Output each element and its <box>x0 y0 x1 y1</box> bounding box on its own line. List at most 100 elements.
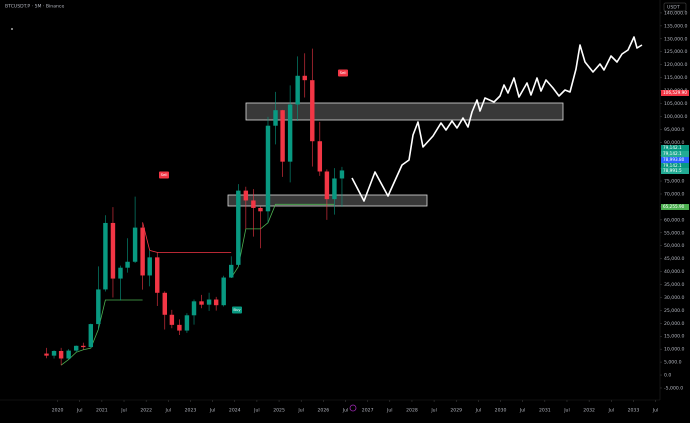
supertrend-line <box>230 203 335 279</box>
candle-body <box>103 222 108 290</box>
candle-body <box>132 227 138 262</box>
price-label-box <box>661 145 689 151</box>
candle-body <box>243 190 249 201</box>
signal-label: Sell <box>340 70 347 75</box>
price-label-box <box>661 151 689 157</box>
x-tick-label: Jul <box>652 408 659 414</box>
signal-badge <box>159 171 169 179</box>
x-tick-label: Jul <box>342 408 349 414</box>
candle-body <box>317 141 323 172</box>
x-tick-label: 2020 <box>52 408 64 414</box>
candle-body <box>110 222 116 279</box>
candle-body <box>81 345 86 348</box>
y-tick-label: 120,000.0 <box>664 62 687 68</box>
x-tick-label: 2030 <box>495 408 507 414</box>
x-tick-label: 2021 <box>96 408 108 414</box>
candle-body <box>199 301 204 305</box>
candle-body <box>258 207 263 212</box>
event-icon[interactable] <box>349 404 357 412</box>
y-tick-label: 115,000.0 <box>664 75 687 81</box>
resistance-zone <box>245 102 564 121</box>
x-tick-label: Jul <box>209 408 216 414</box>
x-tick-label: 2022 <box>140 408 152 414</box>
y-tick-label: 35,000.0 <box>664 282 685 288</box>
x-tick-label: Jul <box>76 408 83 414</box>
currency-box[interactable] <box>663 2 687 12</box>
y-tick-label: 95,000.0 <box>664 127 685 133</box>
x-tick-label: 2023 <box>185 408 197 414</box>
projection-path <box>351 36 643 202</box>
currency-label[interactable]: USDT <box>667 5 680 11</box>
candle-body <box>58 350 64 359</box>
candle-body <box>118 267 123 279</box>
y-tick-label: 60,000.0 <box>664 217 685 223</box>
y-tick-label: 140,000.0 <box>664 10 687 16</box>
y-tick-label: 70,000.0 <box>664 191 685 197</box>
candle-body <box>280 110 285 162</box>
candle-body <box>265 125 271 212</box>
candle-body <box>302 75 307 81</box>
price-label: 78,991.5 <box>663 168 682 173</box>
candle-body <box>324 171 330 200</box>
x-tick-label: 2031 <box>539 408 551 414</box>
candle-body <box>339 170 345 179</box>
y-tick-label: 25,000.0 <box>664 308 685 314</box>
price-label-box <box>661 163 689 169</box>
candle-body <box>191 301 197 316</box>
candle-body <box>221 277 226 306</box>
x-tick-label: Jul <box>430 408 437 414</box>
candle-body <box>125 261 130 268</box>
supertrend-line <box>142 222 232 253</box>
x-tick-label: 2025 <box>273 408 285 414</box>
y-tick-label: 10,000.0 <box>664 347 685 353</box>
candle-body <box>177 324 182 331</box>
price-label: 106,529.90 <box>663 90 687 95</box>
signal-label: Sell <box>161 172 168 177</box>
candle-body <box>332 178 337 200</box>
candle-body <box>140 227 145 276</box>
price-label-box <box>661 204 689 210</box>
y-tick-label: 105,000.0 <box>664 101 687 107</box>
x-tick-label: 2033 <box>628 408 640 414</box>
candle-body <box>44 353 49 356</box>
y-tick-label: -5,000.0 <box>664 385 683 391</box>
price-label: 79,142.1 <box>663 145 682 150</box>
y-tick-label: 130,000.0 <box>664 36 687 42</box>
price-label: 65,255.90 <box>663 204 685 209</box>
candle-body <box>96 289 101 325</box>
x-tick-label: Jul <box>253 408 260 414</box>
candle-body <box>155 257 160 293</box>
x-tick-label: Jul <box>297 408 304 414</box>
symbol-title: BTCUSDT.P · 5M · Binance <box>5 4 64 10</box>
candle-body <box>147 257 152 276</box>
y-tick-label: 75,000.0 <box>664 179 685 185</box>
candle-body <box>236 190 241 265</box>
y-tick-label: 135,000.0 <box>664 23 687 29</box>
candle-body <box>287 104 293 162</box>
x-tick-label: 2029 <box>450 408 462 414</box>
x-tick-label: 2032 <box>583 408 595 414</box>
price-label-box <box>661 168 689 174</box>
y-tick-label: 30,000.0 <box>664 295 685 301</box>
x-tick-label: Jul <box>519 408 526 414</box>
y-tick-label: 90,000.0 <box>664 140 685 146</box>
x-tick-label: 2024 <box>229 408 241 414</box>
candle-body <box>184 315 190 331</box>
x-tick-label: 2026 <box>318 408 330 414</box>
price-label: 78,993.80 <box>663 157 685 162</box>
candle-body <box>88 324 94 348</box>
price-label: 79,142.1 <box>663 151 682 156</box>
candle-body <box>51 350 57 356</box>
y-tick-label: 55,000.0 <box>664 230 685 236</box>
candle-body <box>251 200 256 208</box>
y-tick-label: 100,000.0 <box>664 114 687 120</box>
cursor-dot <box>11 28 13 30</box>
candle-body <box>213 299 219 306</box>
y-tick-label: 15,000.0 <box>664 334 685 340</box>
candle-body <box>206 299 212 305</box>
y-tick-label: 40,000.0 <box>664 269 685 275</box>
y-tick-label: 125,000.0 <box>664 49 687 55</box>
candle-body <box>229 264 234 278</box>
y-tick-label: 5,000.0 <box>664 360 682 366</box>
